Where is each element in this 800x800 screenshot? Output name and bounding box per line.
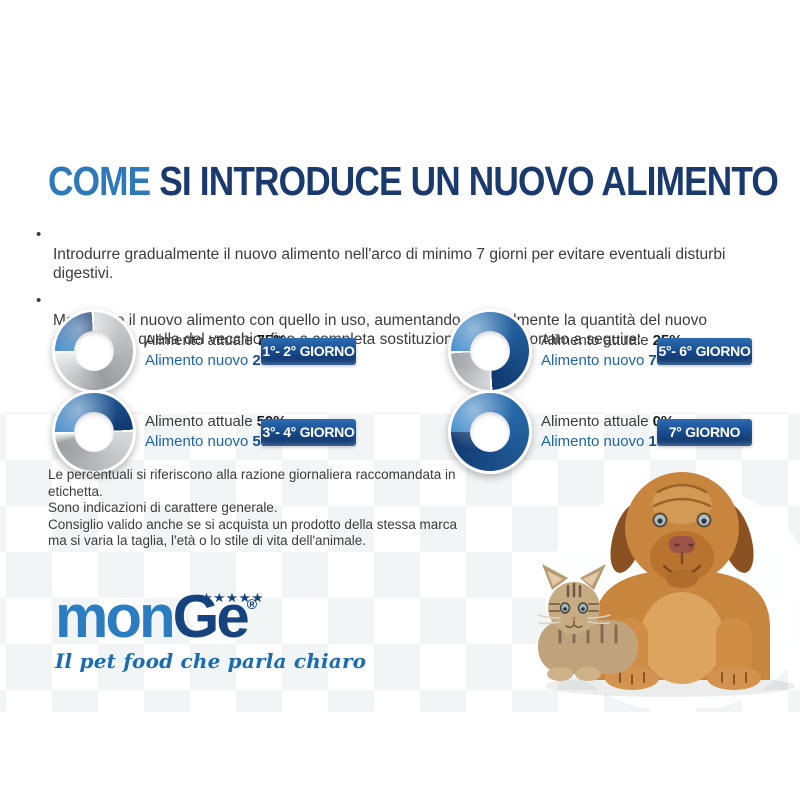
brand-tagline: Il pet food che parla chiaro [55,649,367,673]
alimento-nuovo-line: Alimento nuovo75% [541,351,678,371]
footnote-text: Le percentuali si riferiscono alla razio… [48,467,457,548]
page-title: COME SI INTRODUCE UN NUOVO ALIMENTO [48,158,779,205]
alimento-attuale-line: Alimento attuale75% [145,331,287,351]
bullet-text: Introdurre gradualmente il nuovo aliment… [53,246,726,282]
intro-bullets: • Introdurre gradualmente il nuovo alimen… [36,226,752,358]
donut-chart [52,309,136,393]
alimento-attuale-label: Alimento attuale [541,332,649,349]
puppy-illustration [594,472,770,690]
wordmark-part2: Ge [172,583,250,650]
transition-step-3: Alimento attuale25% Alimento nuovo75% 5°… [448,305,752,397]
monge-wordmark: ★★★★★ monGe® [55,574,315,647]
donut-chart [448,390,532,474]
transition-step-4: Alimento attuale0% Alimento nuovo100% 7°… [448,386,752,478]
donut-chart [52,390,136,474]
puppy-kitten-photo [537,472,800,708]
alimento-nuovo-label: Alimento nuovo [145,433,249,450]
day-badge: 3°- 4° GIORNO [261,418,356,446]
day-badge: 7° GIORNO [657,418,752,446]
alimento-nuovo-line: Alimento nuovo50% [145,432,282,452]
alimento-attuale-label: Alimento attuale [145,332,253,349]
transition-step-2: Alimento attuale50% Alimento nuovo50% 3°… [52,386,356,478]
bullet-item: • Introdurre gradualmente il nuovo alimen… [36,226,752,283]
donut-chart [448,309,532,393]
alimento-nuovo-label: Alimento nuovo [145,352,249,369]
alimento-nuovo-label: Alimento nuovo [541,433,645,450]
kitten-illustration [537,564,638,681]
step-text: Alimento attuale75% Alimento nuovo25% [145,331,287,371]
page-title-rest: SI INTRODUCE UN NUOVO ALIMENTO [150,158,779,204]
step-text: Alimento attuale50% Alimento nuovo50% [145,412,287,452]
page-title-highlight: COME [48,158,151,204]
step-text: Alimento attuale25% Alimento nuovo75% [541,331,683,371]
alimento-attuale-label: Alimento attuale [541,413,649,430]
alimento-attuale-line: Alimento attuale0% [541,412,674,432]
step-text: Alimento attuale0% Alimento nuovo100% [541,412,687,452]
alimento-attuale-line: Alimento attuale25% [541,331,683,351]
alimento-nuovo-line: Alimento nuovo25% [145,351,282,371]
stars-icon: ★★★★★ [201,591,265,605]
alimento-nuovo-label: Alimento nuovo [541,352,645,369]
alimento-attuale-label: Alimento attuale [145,413,253,430]
alimento-attuale-line: Alimento attuale50% [145,412,287,432]
day-badge: 5°- 6° GIORNO [657,337,752,365]
wordmark-part1: mon [55,583,176,650]
registered-icon: ® [246,596,258,612]
monge-logo: ★★★★★ monGe® Il pet food che parla chiar… [55,574,367,674]
bullet-icon: • [36,292,42,309]
alimento-nuovo-line: Alimento nuovo100% [541,432,687,452]
bullet-icon: • [36,226,42,243]
transition-step-1: Alimento attuale75% Alimento nuovo25% 1°… [52,305,356,397]
day-badge: 1°- 2° GIORNO [261,337,356,365]
